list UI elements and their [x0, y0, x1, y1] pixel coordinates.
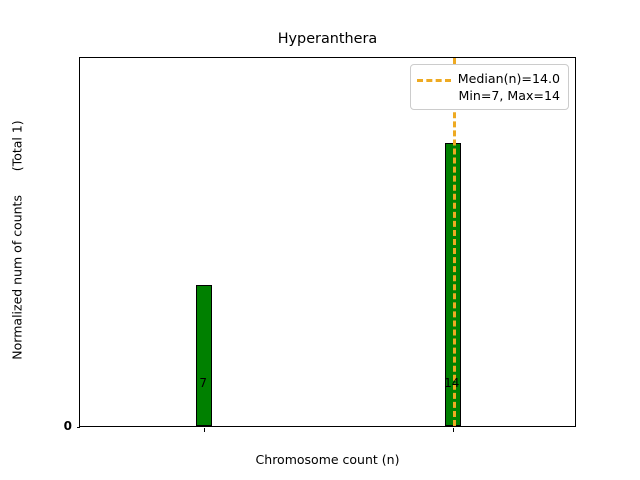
y-tick-mark-0	[76, 427, 80, 428]
legend-label-minmax: Min=7, Max=14	[458, 88, 560, 103]
bar-7	[196, 284, 213, 426]
y-axis-label-container: Normalized num of counts (Total 1)	[0, 0, 34, 480]
x-tick-label-14: 14	[444, 376, 460, 390]
legend-dashed-line-icon	[416, 70, 451, 87]
legend-text: Median(n)=14.0 Min=7, Max=14	[458, 70, 560, 104]
y-tick-label-0: 0	[63, 419, 72, 433]
plot-area: Median(n)=14.0 Min=7, Max=14	[76, 57, 576, 432]
chart-title: Hyperanthera	[277, 31, 378, 47]
x-tick-label-7: 7	[199, 376, 208, 390]
median-line	[452, 58, 456, 426]
x-tick-mark-14	[452, 428, 454, 432]
legend-label-median: Median(n)=14.0	[457, 71, 560, 86]
y-axis-label: Normalized num of counts (Total 1)	[9, 120, 25, 360]
legend: Median(n)=14.0 Min=7, Max=14	[409, 64, 569, 110]
x-axis-label: Chromosome count (n)	[255, 452, 400, 467]
x-tick-mark-7	[204, 428, 206, 432]
